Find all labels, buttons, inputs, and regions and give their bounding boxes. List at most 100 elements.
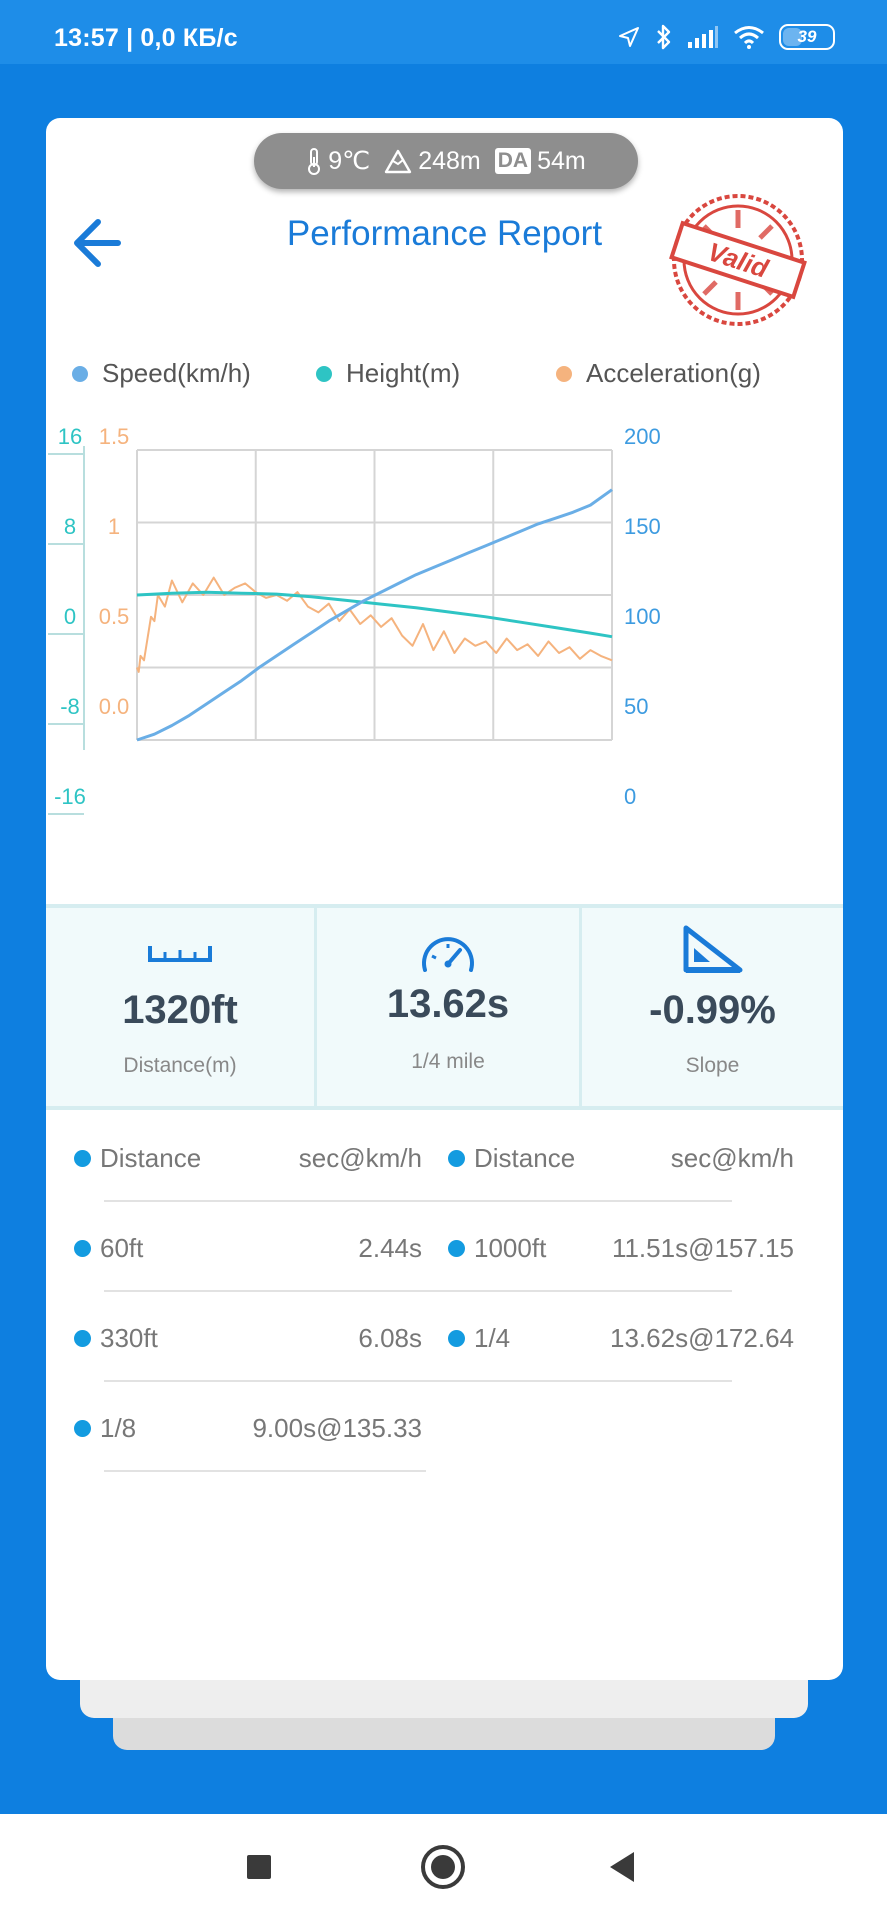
legend-item-speed: Speed(km/h) (72, 358, 251, 389)
stat-divider (314, 908, 317, 1106)
legend-dot-acceleration (556, 365, 572, 382)
stat-distance-label: Distance(m) (123, 1054, 237, 1077)
accel-axis-tick-label: 1.5 (99, 424, 130, 449)
environment-pill: 9℃ 248m DA 54m (254, 133, 638, 189)
density-altitude-item: DA 54m (494, 146, 586, 176)
status-icons: 39 (617, 22, 835, 52)
split-header-right: Distance sec@km/h (448, 1128, 794, 1188)
legend-dot-height (316, 365, 332, 382)
stat-slope-value: -0.99% (649, 988, 776, 1032)
split-row-60ft: 60ft 2.44s (74, 1218, 422, 1278)
stats-panel: 1320ft Distance(m) 13.62s 1/4 mile -0.99… (46, 904, 843, 1110)
home-button[interactable] (418, 1842, 468, 1897)
wifi-icon (734, 26, 764, 49)
accel-axis-tick-label: 0.0 (99, 694, 130, 719)
split-header-value: sec@km/h (298, 1142, 422, 1173)
height-axis-tick-label: 0 (64, 604, 76, 629)
accel-axis-tick-label: 0.5 (99, 604, 130, 629)
split-header-name: Distance (100, 1142, 202, 1173)
split-header-value: sec@km/h (670, 1142, 794, 1173)
signal-icon (688, 26, 718, 48)
split-value: 9.00s@135.33 (252, 1412, 422, 1443)
split-separator (104, 1380, 732, 1382)
stat-distance-value: 1320ft (122, 988, 238, 1032)
split-row-eighth: 1/8 9.00s@135.33 (74, 1398, 422, 1458)
square-icon (247, 1855, 271, 1879)
recents-button[interactable] (236, 1844, 282, 1895)
battery-icon: 39 (779, 24, 835, 50)
bullet-icon (448, 1149, 465, 1167)
bullet-icon (74, 1329, 91, 1347)
chart-legend: Speed(km/h) Height(m) Acceleration(g) (46, 358, 843, 398)
split-header-left: Distance sec@km/h (74, 1128, 422, 1188)
split-separator (104, 1200, 732, 1202)
speedometer-icon (422, 937, 474, 972)
split-separator (104, 1290, 732, 1292)
altitude-value: 248m (418, 146, 481, 175)
split-name: 1/8 (100, 1412, 137, 1443)
height-axis-tick-label: 8 (64, 514, 76, 539)
thermometer-icon (308, 148, 321, 175)
height-axis-tick-label: -16 (54, 784, 86, 809)
height-axis-tick-label: -8 (60, 694, 80, 719)
split-row-1000ft: 1000ft 11.51s@157.15 (448, 1218, 794, 1278)
speed-axis-tick-label: 100 (624, 604, 661, 629)
density-altitude-value: 54m (537, 146, 586, 175)
bullet-icon (448, 1239, 465, 1257)
stat-slope: -0.99% Slope (582, 908, 843, 1106)
split-name: 1000ft (474, 1232, 547, 1263)
split-separator (104, 1470, 426, 1472)
arrow-left-icon (74, 219, 121, 267)
report-card: 9℃ 248m DA 54m Performance Report Valid (46, 118, 843, 1680)
ruler-icon (148, 946, 212, 962)
triangle-back-icon (610, 1852, 634, 1882)
battery-level: 39 (797, 27, 817, 46)
split-name: 60ft (100, 1232, 144, 1263)
bullet-icon (74, 1149, 91, 1167)
back-button[interactable] (66, 208, 146, 278)
circle-icon (421, 1845, 465, 1889)
stat-time-value: 13.62s (386, 982, 510, 1026)
speed-axis-tick-label: 150 (624, 514, 661, 539)
mountain-icon (385, 149, 412, 174)
split-value: 2.44s (358, 1232, 422, 1263)
location-arrow-icon (619, 27, 639, 47)
split-row-quarter: 1/4 13.62s@172.64 (448, 1308, 794, 1368)
density-altitude-badge: DA (494, 148, 532, 174)
status-bar: 13:57 | 0,0 КБ/с 39 (0, 0, 887, 64)
legend-item-acceleration: Acceleration(g) (556, 358, 761, 389)
bluetooth-icon (657, 24, 671, 50)
legend-item-height: Height(m) (316, 358, 460, 389)
stat-time-label: 1/4 mile (411, 1050, 485, 1073)
legend-label-acceleration: Acceleration(g) (586, 358, 761, 388)
speed-series-line (136, 488, 613, 742)
legend-label-speed: Speed(km/h) (102, 358, 251, 388)
status-time-speed: 13:57 | 0,0 КБ/с (54, 24, 238, 52)
split-row-330ft: 330ft 6.08s (74, 1308, 422, 1368)
nav-back-button[interactable] (600, 1844, 646, 1895)
page-title: Performance Report (286, 214, 603, 253)
speed-axis-tick-label: 50 (624, 694, 648, 719)
split-value: 11.51s@157.15 (611, 1232, 794, 1263)
height-axis-tick-label: 16 (58, 424, 82, 449)
performance-chart: 16 8 0 -8 -16 1.5 1 0.5 0.0 200 150 100 50 0 (48, 424, 661, 815)
stat-time: 13.62s 1/4 mile (317, 908, 579, 1106)
split-name: 1/4 (474, 1322, 511, 1353)
split-header-name: Distance (474, 1142, 576, 1173)
temperature-item: 9℃ (306, 146, 370, 176)
legend-dot-speed (72, 365, 88, 382)
stat-divider (579, 908, 582, 1106)
bullet-icon (74, 1419, 91, 1437)
height-series-line (136, 590, 613, 639)
split-name: 330ft (100, 1322, 158, 1353)
accel-axis-tick-label: 1 (108, 514, 120, 539)
stat-slope-label: Slope (685, 1054, 740, 1077)
altitude-item: 248m (384, 147, 481, 176)
navigation-bar (0, 1814, 887, 1920)
bullet-icon (448, 1329, 465, 1347)
stat-distance: 1320ft Distance(m) (46, 908, 314, 1106)
speed-axis-tick-label: 200 (624, 424, 661, 449)
valid-stamp-icon: Valid (669, 194, 807, 326)
temperature-value: 9℃ (328, 147, 371, 175)
speed-axis-tick-label: 0 (624, 784, 636, 809)
